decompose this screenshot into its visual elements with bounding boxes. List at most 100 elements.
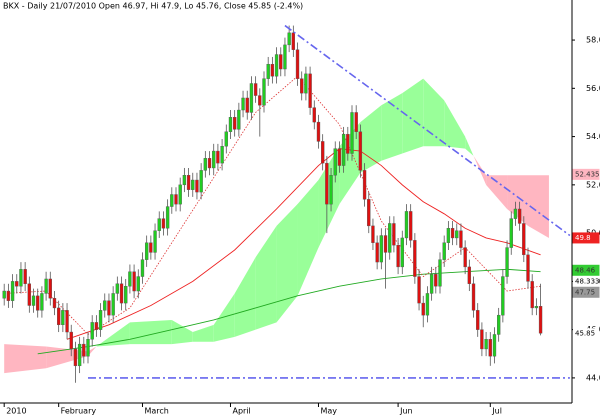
candle-body: [341, 133, 346, 166]
candle-body: [409, 211, 413, 241]
candle-body: [358, 131, 363, 171]
candle-body: [203, 158, 208, 171]
y-tick-label: 58.0: [586, 36, 600, 45]
candle-body: [329, 174, 333, 205]
y-tick-label: 44.0: [586, 373, 600, 382]
candle-body: [463, 247, 467, 268]
candle-body: [132, 271, 136, 292]
candle-body: [207, 158, 212, 169]
candle-body: [136, 276, 140, 292]
candle-body: [6, 290, 11, 301]
candle-body: [321, 141, 325, 164]
candle-layer: [2, 25, 543, 383]
candle-body: [10, 281, 15, 301]
candle-body: [350, 112, 354, 154]
candle-body: [262, 78, 266, 106]
cloud-segment: [213, 293, 235, 342]
x-tick-label: Jun: [399, 407, 413, 416]
candle-body: [178, 184, 182, 205]
cloud-segment: [444, 100, 466, 149]
candle-body: [505, 247, 509, 277]
cloud-segment: [4, 344, 47, 374]
cloud-segment: [473, 155, 487, 185]
candle-body: [459, 230, 463, 248]
candle-body: [488, 339, 492, 357]
price-label: 52.435: [575, 170, 600, 178]
candle-body: [530, 281, 534, 309]
candle-body: [446, 228, 451, 243]
candle-body: [195, 179, 199, 193]
candle-body: [57, 307, 61, 326]
candle-body: [165, 206, 170, 229]
candle-body: [467, 266, 472, 284]
candle-body: [232, 117, 237, 130]
candle-body: [388, 223, 392, 253]
x-tick-label: April: [232, 407, 250, 416]
candle-body: [517, 208, 522, 224]
price-label: 45.85: [575, 329, 595, 337]
candle-body: [144, 242, 149, 260]
candle-body: [170, 194, 174, 207]
cloud-segment: [423, 78, 445, 147]
cloud-segment: [276, 204, 298, 323]
candle-body: [538, 306, 543, 334]
cloud-segment: [129, 319, 172, 345]
candle-body: [90, 322, 94, 340]
cloud-segment: [171, 319, 193, 345]
candle-body: [312, 107, 316, 123]
candle-body: [325, 162, 329, 205]
candle-body: [149, 242, 153, 253]
candle-body: [245, 97, 249, 113]
cloud-segment: [381, 93, 403, 161]
candle-body: [153, 230, 157, 253]
price-label-box: [573, 276, 599, 287]
candle-body: [501, 276, 505, 316]
candle-body: [526, 254, 530, 282]
candle-body: [379, 235, 384, 263]
candle-body: [270, 63, 275, 77]
candle-body: [497, 314, 501, 335]
candle-body: [82, 343, 86, 357]
price-label: 48.46: [575, 266, 596, 274]
candle-body: [480, 329, 484, 350]
cloud-segment: [486, 175, 508, 209]
candle-body: [31, 295, 36, 306]
candle-body: [337, 148, 342, 166]
candle-body: [333, 148, 337, 176]
candle-body: [103, 300, 107, 311]
candle-body: [98, 310, 103, 330]
moving-average: [4, 75, 541, 335]
candle-body: [36, 295, 40, 311]
candle-body: [253, 83, 258, 96]
candle-body: [241, 97, 245, 111]
candle-body: [476, 310, 480, 330]
candle-body: [48, 278, 52, 299]
candle-body: [140, 259, 145, 277]
candle-body: [429, 273, 434, 294]
candle-body: [291, 32, 296, 50]
candle-body: [73, 348, 78, 367]
candle-body: [484, 339, 488, 350]
candle-body: [27, 283, 32, 306]
candle-body: [400, 237, 404, 268]
candle-body: [128, 271, 132, 287]
x-tick-label: Jul: [491, 407, 502, 416]
candle-body: [442, 242, 446, 260]
candle-body: [69, 331, 73, 350]
candle-body: [216, 150, 220, 164]
candle-body: [23, 269, 27, 284]
candle-body: [40, 293, 44, 311]
chart-title: BKX - Daily 21/07/2010 Open 46.97, Hi 47…: [3, 2, 303, 11]
candle-body: [279, 54, 283, 70]
price-label-box: [572, 232, 600, 244]
candle-body: [52, 298, 57, 309]
x-tick-label: May: [320, 407, 337, 416]
cloud-segment: [528, 175, 549, 238]
candle-body: [304, 73, 308, 94]
candle-body: [392, 223, 396, 246]
x-tick-label: 2010: [6, 407, 26, 416]
x-tick-label: February: [61, 407, 97, 416]
candle-body: [237, 109, 241, 130]
candle-body: [534, 306, 539, 309]
